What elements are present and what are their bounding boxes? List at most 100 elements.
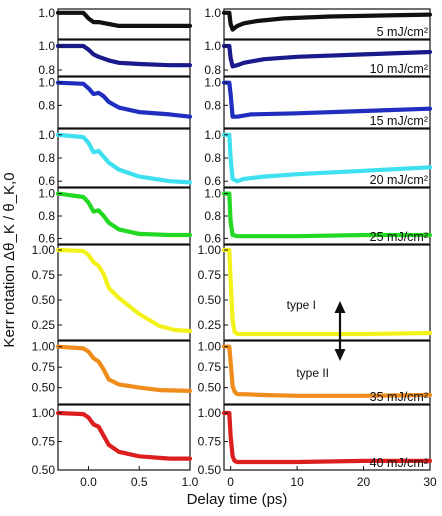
x-tick-label-right: 20 <box>357 475 371 489</box>
fluence-label: 15 mJ/cm² <box>370 114 428 128</box>
y-tick-label: 0.25 <box>32 318 56 332</box>
panel-right-6: 1.00 0.75 0.50 0.25 <box>198 243 433 341</box>
kerr-trace-left <box>55 80 193 119</box>
panel-right-8: 1.00 0.75 0.50 <box>198 404 433 477</box>
panel-right-3: 1.0 0.8 <box>204 76 433 129</box>
kerr-trace-right <box>221 80 433 119</box>
panel-frame <box>223 340 431 405</box>
fluence-label: 10 mJ/cm² <box>370 62 428 76</box>
y-tick-label: 0.8 <box>204 151 221 165</box>
y-tick-label: 0.6 <box>204 231 221 245</box>
x-axis-title: Delay time (ps) <box>187 491 288 508</box>
y-tick-label: 0.8 <box>38 209 55 223</box>
y-tick-label: 0.8 <box>38 98 55 112</box>
kerr-trace-left <box>55 10 193 28</box>
y-tick-label: 0.50 <box>198 293 222 307</box>
kerr-trace-left <box>55 247 193 334</box>
y-tick-label: 0.75 <box>32 268 56 282</box>
y-tick-label: 1.00 <box>198 406 222 420</box>
y-tick-label: 1.00 <box>32 243 56 257</box>
panel-frame <box>223 404 431 471</box>
y-tick-label: 1.0 <box>204 39 221 53</box>
panel-left-4: 1.0 0.8 0.6 <box>38 128 193 188</box>
x-tick-label-left: 1.0 <box>182 475 199 489</box>
fluence-label: 40 mJ/cm² <box>370 456 428 470</box>
y-tick-label: 1.00 <box>32 340 56 354</box>
y-tick-label: 1.0 <box>204 187 221 201</box>
y-tick-label: 0.8 <box>204 63 221 77</box>
y-tick-label: 0.6 <box>38 174 55 188</box>
kerr-trace-right <box>221 10 433 32</box>
type-ii-label: type II <box>296 366 329 380</box>
panel-left-7: 1.00 0.75 0.50 <box>32 340 193 405</box>
panel-frame <box>57 404 191 471</box>
y-tick-label: 0.6 <box>204 174 221 188</box>
y-tick-label: 1.0 <box>38 76 55 90</box>
y-tick-label: 0.50 <box>32 293 56 307</box>
panel-right-5: 1.0 0.8 0.6 <box>204 187 433 245</box>
y-tick-label: 0.6 <box>38 231 55 245</box>
fluence-label: 35 mJ/cm² <box>370 390 428 404</box>
panel-left-6: 1.00 0.75 0.50 0.25 <box>32 243 193 341</box>
kerr-trace-right <box>221 410 433 465</box>
y-tick-label: 1.0 <box>204 76 221 90</box>
y-tick-label: 1.00 <box>198 243 222 257</box>
y-tick-label: 0.75 <box>32 434 56 448</box>
y-tick-label: 0.50 <box>198 463 222 477</box>
y-tick-label: 0.75 <box>198 434 222 448</box>
kerr-trace-right <box>221 247 433 337</box>
y-axis-title: Kerr rotation Δθ_K / θ_K,0 <box>1 172 18 347</box>
y-tick-label: 0.75 <box>198 360 222 374</box>
y-tick-label: 0.8 <box>204 98 221 112</box>
type-i-label: type I <box>287 298 316 312</box>
y-tick-label: 0.75 <box>198 268 222 282</box>
y-tick-label: 0.75 <box>32 360 56 374</box>
x-tick-label-left: 0.0 <box>80 475 97 489</box>
panel-left-2: 1.0 0.8 <box>38 39 193 77</box>
type-annotations: type I type II <box>287 298 346 380</box>
x-tick-label-right: 10 <box>290 475 304 489</box>
y-tick-label: 1.0 <box>204 6 221 20</box>
panel-right-2: 1.0 0.8 <box>204 39 433 77</box>
y-tick-label: 0.50 <box>32 381 56 395</box>
y-tick-label: 0.8 <box>38 151 55 165</box>
panel-frame <box>57 244 191 341</box>
kerr-trace-right <box>221 191 433 239</box>
kerr-trace-left <box>55 344 193 393</box>
panel-frame <box>223 76 431 129</box>
y-tick-label: 0.8 <box>38 63 55 77</box>
y-tick-label: 1.0 <box>38 128 55 142</box>
kerr-trace-left <box>55 43 193 68</box>
y-tick-label: 0.50 <box>198 381 222 395</box>
panel-left-5: 1.0 0.8 0.6 <box>38 187 193 245</box>
kerr-trace-right <box>221 43 433 69</box>
kerr-trace-right <box>221 344 433 398</box>
y-tick-label: 0.50 <box>32 463 56 477</box>
y-tick-label: 1.00 <box>32 406 56 420</box>
panel-frame <box>57 340 191 405</box>
fluence-label: 20 mJ/cm² <box>370 173 428 187</box>
y-tick-label: 1.0 <box>38 6 55 20</box>
panel-frame <box>223 8 431 40</box>
panel-right-4: 1.0 0.8 0.6 <box>204 128 433 188</box>
panel-frame <box>57 76 191 129</box>
kerr-trace-left <box>55 191 193 238</box>
panel-right-7: 1.00 0.75 0.50 <box>198 340 433 405</box>
double-arrow-icon <box>334 301 346 361</box>
panel-right-1: 1.0 <box>204 6 433 40</box>
panel-frame <box>223 39 431 77</box>
y-tick-label: 1.0 <box>38 39 55 53</box>
fluence-label: 25 mJ/cm² <box>370 230 428 244</box>
y-tick-label: 0.25 <box>198 318 222 332</box>
y-tick-label: 1.0 <box>204 128 221 142</box>
kerr-trace-left <box>55 410 193 461</box>
y-tick-label: 1.00 <box>198 340 222 354</box>
panel-left-3: 1.0 0.8 <box>38 76 193 129</box>
x-tick-label-right: 30 <box>423 475 437 489</box>
y-tick-label: 0.8 <box>204 209 221 223</box>
panel-frame <box>57 39 191 77</box>
panel-frame <box>223 244 431 341</box>
kerr-trace-left <box>55 132 193 185</box>
